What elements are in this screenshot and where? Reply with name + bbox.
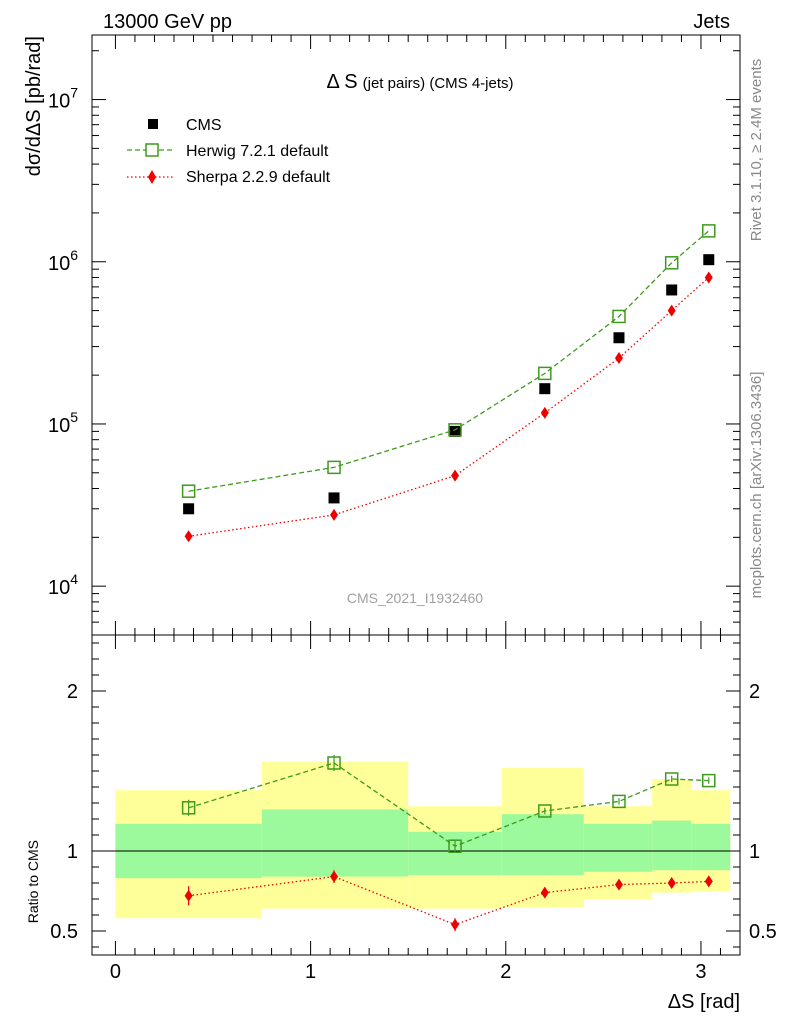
- ratio-ylabel: Ratio to CMS: [25, 840, 41, 923]
- herwig-point: [327, 460, 341, 475]
- cms-data-point: [666, 284, 678, 296]
- sherpa-ratio-point: [184, 889, 193, 902]
- ratio-ytick-label-right: 0.5: [749, 921, 777, 943]
- ratio-ytick-label-right: 2: [749, 681, 760, 703]
- ratio-band-inner: [583, 823, 653, 872]
- cms-data-point: [539, 383, 551, 395]
- sherpa-point: [667, 304, 676, 317]
- x-tick-label: 0: [110, 961, 121, 983]
- sherpa-ratio-point: [614, 878, 623, 891]
- ratio-band-inner: [501, 814, 584, 875]
- sherpa-point: [540, 406, 549, 419]
- main-ylabel: dσ/dΔS [pb/rad]: [23, 36, 45, 176]
- herwig-ratio-point: [448, 839, 462, 853]
- watermark-label: CMS_2021_I1932460: [347, 590, 483, 606]
- legend: CMS Herwig 7.2.1 default Sherpa 2.2.9 de…: [127, 117, 331, 186]
- x-tick-label: 2: [500, 961, 511, 983]
- sherpa-ratio-point: [704, 875, 713, 888]
- legend-entry-herwig: Herwig 7.2.1 default: [127, 143, 329, 160]
- main-title: Δ S (jet pairs) (CMS 4-jets): [326, 71, 513, 93]
- herwig-ratio-point: [538, 804, 552, 818]
- ratio-ytick-label-left: 0.5: [50, 921, 78, 943]
- cms-data-point: [449, 425, 461, 437]
- main-title-main: Δ S: [326, 71, 357, 93]
- main-title-suffix: (jet pairs) (CMS 4-jets): [363, 75, 514, 92]
- mcplots-label: mcplots.cern.ch [arXiv:1306.3436]: [748, 372, 765, 599]
- ratio-ytick-label-left: 2: [67, 681, 78, 703]
- cms-data-point: [613, 332, 625, 344]
- herwig-ratio-point: [612, 794, 626, 809]
- legend-marker-sherpa: [148, 170, 156, 184]
- herwig-point: [612, 309, 626, 324]
- legend-label-herwig: Herwig 7.2.1 default: [186, 143, 329, 160]
- ratio-ytick-label-left: 1: [67, 841, 78, 863]
- herwig-ratio-point: [702, 773, 716, 788]
- herwig-ratio-point: [664, 772, 679, 786]
- cms-data-point: [183, 503, 195, 515]
- cms-data-point: [328, 492, 340, 504]
- ratio-band-inner: [261, 809, 409, 877]
- legend-entry-cms: CMS: [148, 117, 222, 134]
- rivet-version-label: Rivet 3.1.10, ≥ 2.4M events: [748, 59, 765, 242]
- main-ytick-label: 107: [48, 85, 78, 113]
- header-energy: 13000 GeV pp: [103, 11, 232, 33]
- main-ytick-label: 105: [48, 409, 78, 437]
- legend-label-cms: CMS: [186, 117, 222, 134]
- sherpa-point: [614, 352, 623, 365]
- ratio-ytick-label-right: 1: [749, 841, 760, 863]
- sherpa-point: [704, 271, 713, 284]
- herwig-point: [448, 423, 462, 437]
- sherpa-ratio-point: [667, 877, 676, 889]
- main-ytick-label: 106: [48, 247, 78, 275]
- sherpa-point: [451, 469, 460, 482]
- sherpa-ratio-point: [330, 870, 339, 883]
- main-series-line: [188, 276, 710, 537]
- sherpa-ratio-point: [451, 918, 460, 931]
- main-series-line: [188, 230, 710, 492]
- herwig-point: [664, 256, 679, 270]
- legend-entry-sherpa: Sherpa 2.2.9 default: [127, 169, 331, 186]
- ratio-band-inner: [691, 823, 731, 871]
- sherpa-point: [184, 530, 193, 543]
- herwig-point: [181, 484, 196, 498]
- main-ytick-label: 104: [48, 571, 78, 599]
- x-tick-label: 1: [305, 961, 316, 983]
- herwig-point: [702, 224, 716, 238]
- herwig-ratio-point: [181, 801, 196, 815]
- main-panel: 104 105 106 107 Δ S (jet pairs) (CMS 4-jets)…: [23, 34, 741, 636]
- cms-data-point: [703, 254, 715, 266]
- sherpa-point: [330, 508, 339, 521]
- legend-label-sherpa: Sherpa 2.2.9 default: [186, 169, 331, 186]
- legend-marker-herwig: [145, 143, 159, 157]
- ratio-frame: [91, 634, 741, 956]
- ratio-band-inner: [652, 820, 692, 871]
- herwig-point: [538, 366, 552, 381]
- x-axis-label: ΔS [rad]: [668, 991, 740, 1013]
- ratio-band-inner: [408, 831, 502, 875]
- ratio-panel: 0.5 0.5 1 1 2 2 0 1 2 3 Ratio to CMS ΔS [rad]: [25, 634, 777, 1013]
- header-category: Jets: [693, 11, 730, 33]
- sherpa-ratio-point: [540, 886, 549, 899]
- x-tick-label: 3: [695, 961, 706, 983]
- legend-marker-cms: [148, 119, 158, 129]
- herwig-ratio-point: [327, 756, 341, 770]
